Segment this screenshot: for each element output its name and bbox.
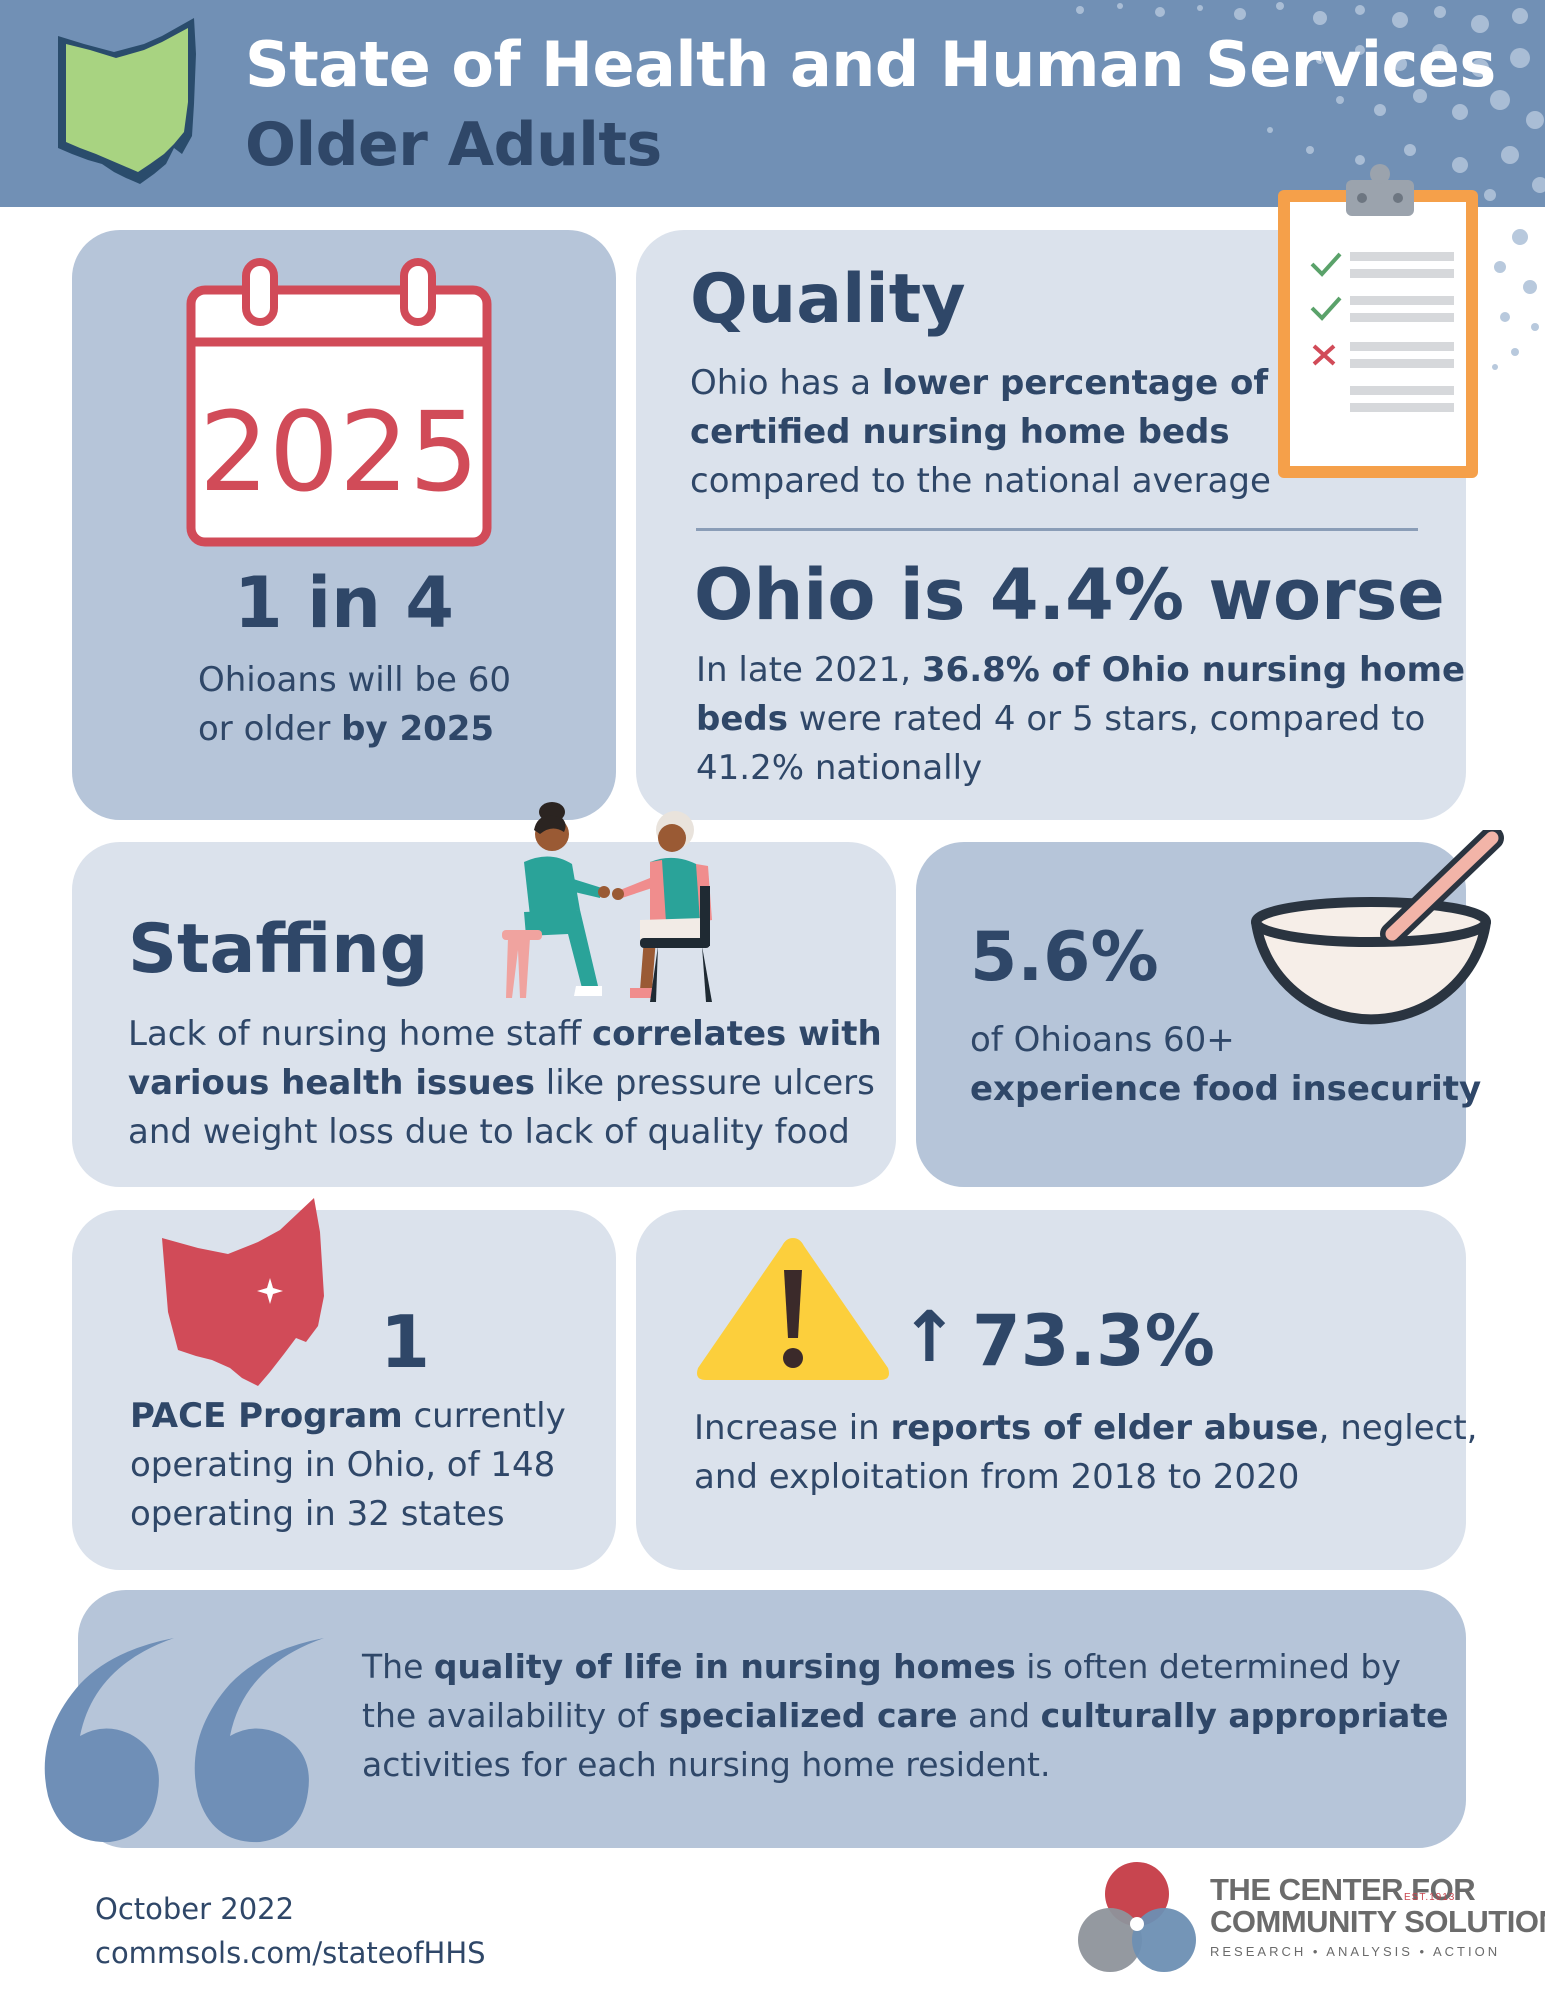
organization-logo: THE CENTER FOR COMMUNITY SOLUTIONS RESEA… bbox=[1210, 1872, 1545, 1960]
abuse-stat: 73.3% bbox=[972, 1300, 1215, 1382]
quote-text-line: activities for each nursing home residen… bbox=[362, 1745, 1051, 1784]
quality-detail-line: beds were rated 4 or 5 stars, compared t… bbox=[696, 699, 1426, 739]
stat-1-in-4: 1 in 4 bbox=[234, 562, 454, 644]
calendar-year: 2025 bbox=[199, 388, 479, 516]
quality-text-line: certified nursing home beds bbox=[690, 412, 1230, 452]
calendar-text-line: or older by 2025 bbox=[198, 709, 495, 749]
pace-card bbox=[72, 1210, 616, 1570]
logo-established: EST.1913 bbox=[1404, 1892, 1456, 1903]
calendar-icon: 2025 bbox=[186, 258, 492, 547]
abuse-text-line: Increase in reports of elder abuse, negl… bbox=[694, 1408, 1478, 1448]
pace-text: PACE Program currently operating in Ohio… bbox=[130, 1392, 566, 1539]
page-subtitle: Older Adults bbox=[245, 110, 662, 180]
clipboard-checklist-icon bbox=[1278, 164, 1478, 478]
abuse-arrow: ↑ bbox=[900, 1296, 959, 1378]
quote-card bbox=[78, 1590, 1466, 1848]
quality-text: Ohio has a lower percentage of certified… bbox=[690, 359, 1271, 506]
pace-text-line: operating in 32 states bbox=[130, 1494, 505, 1534]
logo-circles-icon bbox=[1078, 1862, 1196, 1972]
abuse-text: Increase in reports of elder abuse, negl… bbox=[694, 1404, 1477, 1502]
calendar-text-line: Ohioans will be 60 bbox=[198, 660, 511, 700]
pace-text-line: PACE Program currently bbox=[130, 1396, 566, 1436]
logo-line-1: THE CENTER FOR bbox=[1210, 1872, 1476, 1907]
quote-text-line: the availability of specialized care and… bbox=[362, 1696, 1449, 1735]
dot-pattern-decoration bbox=[1076, 2, 1545, 201]
logo-tagline: RESEARCH • ANALYSIS • ACTION bbox=[1210, 1944, 1501, 1959]
food-stat: 5.6% bbox=[970, 918, 1159, 997]
calendar-text: Ohioans will be 60 or older by 2025 bbox=[198, 656, 511, 754]
food-text-line: experience food insecurity bbox=[970, 1069, 1482, 1109]
staffing-card bbox=[72, 842, 896, 1187]
bowl-icon bbox=[1251, 830, 1504, 1025]
food-text: of Ohioans 60+ experience food insecurit… bbox=[970, 1016, 1481, 1114]
quality-text-line: compared to the national average bbox=[690, 461, 1271, 501]
food-text-line: of Ohioans 60+ bbox=[970, 1020, 1235, 1060]
page-title: State of Health and Human Services bbox=[245, 28, 1496, 101]
quote-icon bbox=[44, 1638, 324, 1843]
pace-stat: 1 bbox=[380, 1300, 431, 1384]
quote-text: The quality of life in nursing homes is … bbox=[362, 1642, 1448, 1789]
quote-text-line: The quality of life in nursing homes is … bbox=[362, 1647, 1401, 1686]
logo-line-2: COMMUNITY SOLUTIONS bbox=[1210, 1904, 1545, 1939]
footer-url[interactable]: commsols.com/stateofHHS bbox=[95, 1936, 486, 1970]
caregiver-illustration bbox=[502, 802, 712, 1002]
ohio-outline-icon bbox=[58, 18, 196, 184]
quality-text-line: Ohio has a lower percentage of bbox=[690, 363, 1269, 403]
quality-divider bbox=[696, 528, 1418, 531]
quality-stat: Ohio is 4.4% worse bbox=[694, 554, 1445, 636]
quality-detail-line: 41.2% nationally bbox=[696, 748, 983, 788]
ohio-map-icon bbox=[162, 1198, 324, 1386]
dot-pattern-decoration bbox=[1492, 229, 1539, 370]
quality-heading: Quality bbox=[690, 260, 966, 339]
warning-icon bbox=[697, 1238, 889, 1380]
footer-date: October 2022 bbox=[95, 1892, 295, 1926]
staffing-text-line: and weight loss due to lack of quality f… bbox=[128, 1112, 850, 1152]
quality-detail: In late 2021, 36.8% of Ohio nursing home… bbox=[696, 646, 1465, 793]
staffing-text: Lack of nursing home staff correlates wi… bbox=[128, 1010, 882, 1157]
abuse-text-line: and exploitation from 2018 to 2020 bbox=[694, 1457, 1300, 1497]
header-banner: State of Health and Human Services Older… bbox=[0, 0, 1545, 207]
staffing-text-line: Lack of nursing home staff correlates wi… bbox=[128, 1014, 882, 1054]
quality-detail-line: In late 2021, 36.8% of Ohio nursing home bbox=[696, 650, 1466, 690]
staffing-heading: Staffing bbox=[128, 910, 429, 989]
pace-text-line: operating in Ohio, of 148 bbox=[130, 1445, 556, 1485]
staffing-text-line: various health issues like pressure ulce… bbox=[128, 1063, 875, 1103]
footer: October 2022 commsols.com/stateofHHS bbox=[95, 1887, 486, 1975]
